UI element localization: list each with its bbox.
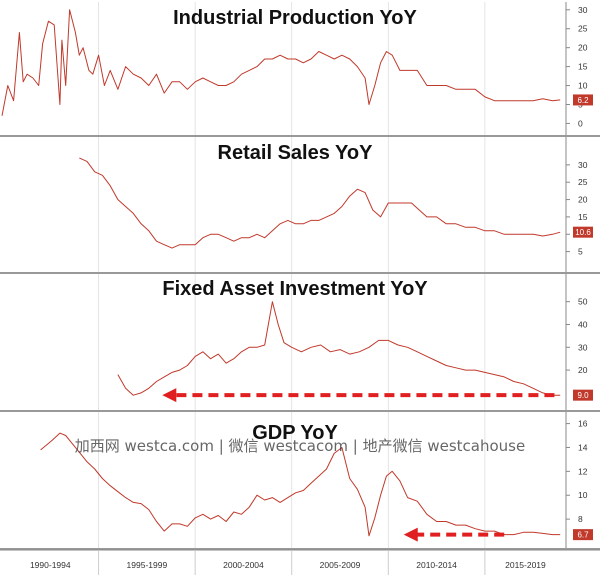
y-tick-label: 25 (578, 24, 588, 34)
y-tick-label: 14 (578, 442, 588, 452)
panel-4: 8 10 12 14 16 6.7 GDP YoY (0, 412, 600, 550)
x-axis: 1990-1994 1995-1999 2000-2004 2005-2009 2010… (0, 549, 600, 575)
y-tick-label: 10 (578, 81, 588, 91)
x-tick-label: 2000-2004 (223, 560, 264, 570)
y-tick-label: 30 (578, 5, 588, 15)
last-value-badge (573, 226, 593, 238)
panel-title: Fixed Asset Investment YoY (162, 278, 428, 300)
y-tick-label: 16 (578, 419, 588, 429)
chart-panels: 0 5 10 15 20 25 30 6.2 Industrial Production YoY… (0, 2, 600, 550)
annotation-arrowhead (403, 527, 418, 542)
y-tick-label: 25 (578, 177, 588, 187)
last-value-label: 6.2 (577, 96, 589, 105)
panel-3: 20 30 40 50 9.0 Fixed Asset Investment YoY (0, 274, 600, 412)
y-tick-label: 15 (578, 62, 588, 72)
x-tick-label: 1995-1999 (127, 560, 168, 570)
y-tick-label: 8 (578, 514, 583, 524)
series-line (40, 432, 561, 537)
last-value-label: 6.7 (577, 531, 589, 540)
last-value-badge (573, 94, 593, 106)
y-tick-label: 30 (578, 342, 588, 352)
series-line (1, 9, 561, 116)
series-line (117, 301, 561, 396)
watermark-text: 加西网 westca.com | 微信 westcacom | 地产微信 wes… (75, 437, 525, 455)
y-tick-label: 20 (578, 365, 588, 375)
panel-title: Retail Sales YoY (218, 142, 374, 164)
x-tick-label: 2005-2009 (320, 560, 361, 570)
last-value-badge (573, 389, 593, 401)
y-tick-label: 30 (578, 160, 588, 170)
y-tick-label: 12 (578, 466, 588, 476)
y-tick-label: 0 (578, 118, 583, 128)
panel-title: Industrial Production YoY (173, 7, 417, 29)
x-tick-label: 1990-1994 (30, 560, 71, 570)
y-tick-label: 15 (578, 212, 588, 222)
x-tick-label: 2010-2014 (416, 560, 457, 570)
y-tick-label: 20 (578, 43, 588, 53)
x-tick-label: 2015-2019 (505, 560, 546, 570)
series-line (79, 157, 561, 249)
y-tick-label: 40 (578, 319, 588, 329)
y-tick-label: 10 (578, 490, 588, 500)
last-value-label: 10.6 (575, 228, 591, 237)
panel-title: GDP YoY (252, 422, 338, 444)
y-tick-label: 50 (578, 297, 588, 307)
y-tick-label: 5 (578, 247, 583, 257)
last-value-label: 9.0 (577, 391, 589, 400)
last-value-badge (573, 529, 593, 541)
y-tick-label: 20 (578, 195, 588, 205)
annotation-arrowhead (162, 388, 177, 403)
